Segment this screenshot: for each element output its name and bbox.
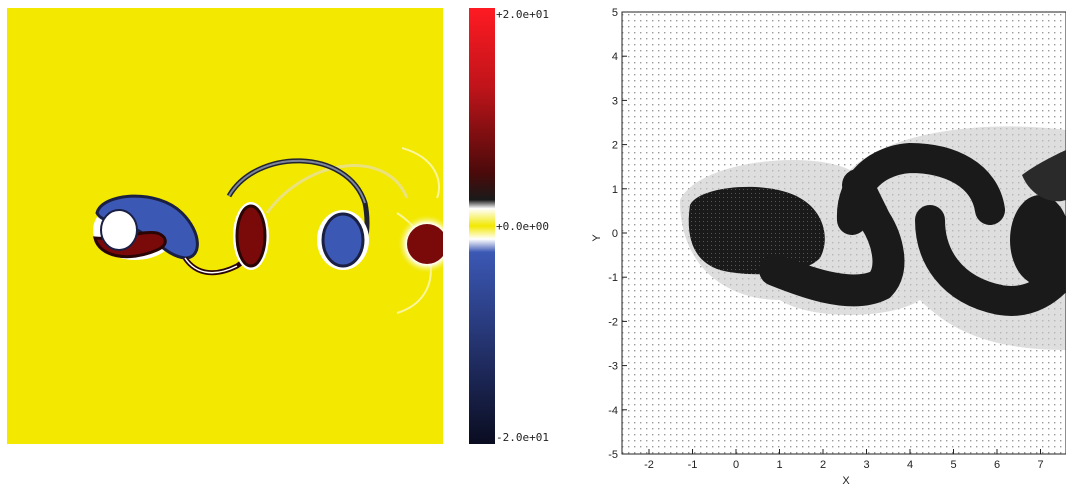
y-tick-label: 2 — [612, 140, 618, 152]
vortex-positive-3 — [407, 224, 443, 264]
x-axis-label: X — [842, 475, 850, 487]
wake-arc — [265, 164, 409, 214]
x-tick-label: 7 — [1037, 459, 1043, 471]
x-tick-label: 3 — [863, 459, 869, 471]
colorbar — [469, 8, 495, 444]
x-tick-label: -1 — [688, 459, 698, 471]
vortex-blob — [1010, 195, 1066, 285]
x-tick-label: -2 — [644, 459, 654, 471]
y-tick-label: 3 — [612, 95, 618, 107]
field-background — [7, 8, 443, 444]
shear-layer — [228, 159, 366, 204]
x-tick-label: 1 — [776, 459, 782, 471]
vortex-blob — [836, 142, 1005, 235]
x-tick-label: 2 — [820, 459, 826, 471]
x-tick-label: 5 — [950, 459, 956, 471]
x-tick-label: 0 — [733, 459, 739, 471]
vortex-blob — [1022, 150, 1066, 202]
vortex-positive-2 — [235, 204, 267, 268]
y-tick-label: -4 — [608, 405, 618, 417]
vortex-blob — [915, 205, 1066, 316]
x-tick-label: 6 — [994, 459, 1000, 471]
colorbar-min-label: -2.0e+01 — [496, 431, 549, 444]
colorbar-max-label: +2.0e+01 — [496, 8, 549, 21]
colorbar-mid-label: +0.0e+00 — [496, 220, 549, 233]
velocity-field-plot: 5 4 3 2 1 0 -1 -2 -3 -4 -5 -2 -1 0 1 2 3 4 5 6 7 X Y — [591, 7, 1066, 487]
vorticity-field — [7, 8, 443, 444]
x-tick-label: 4 — [907, 459, 913, 471]
vortex-blob — [688, 186, 825, 275]
shear-filament — [184, 257, 238, 274]
y-tick-label: 0 — [612, 228, 618, 240]
x-axis: -2 -1 0 1 2 3 4 5 6 7 — [644, 449, 1044, 471]
y-tick-label: -3 — [608, 361, 618, 373]
wake-arc — [401, 147, 441, 199]
y-axis-label: Y — [591, 234, 603, 242]
y-tick-label: -1 — [608, 272, 618, 284]
vortex-negative-2 — [321, 212, 365, 268]
y-tick-label: -5 — [608, 449, 618, 461]
y-tick-label: 1 — [612, 184, 618, 196]
cylinder — [100, 209, 138, 251]
y-axis: 5 4 3 2 1 0 -1 -2 -3 -4 -5 — [608, 7, 627, 461]
y-tick-label: 4 — [612, 51, 618, 63]
y-tick-label: 5 — [612, 7, 618, 19]
y-tick-label: -2 — [608, 316, 618, 328]
